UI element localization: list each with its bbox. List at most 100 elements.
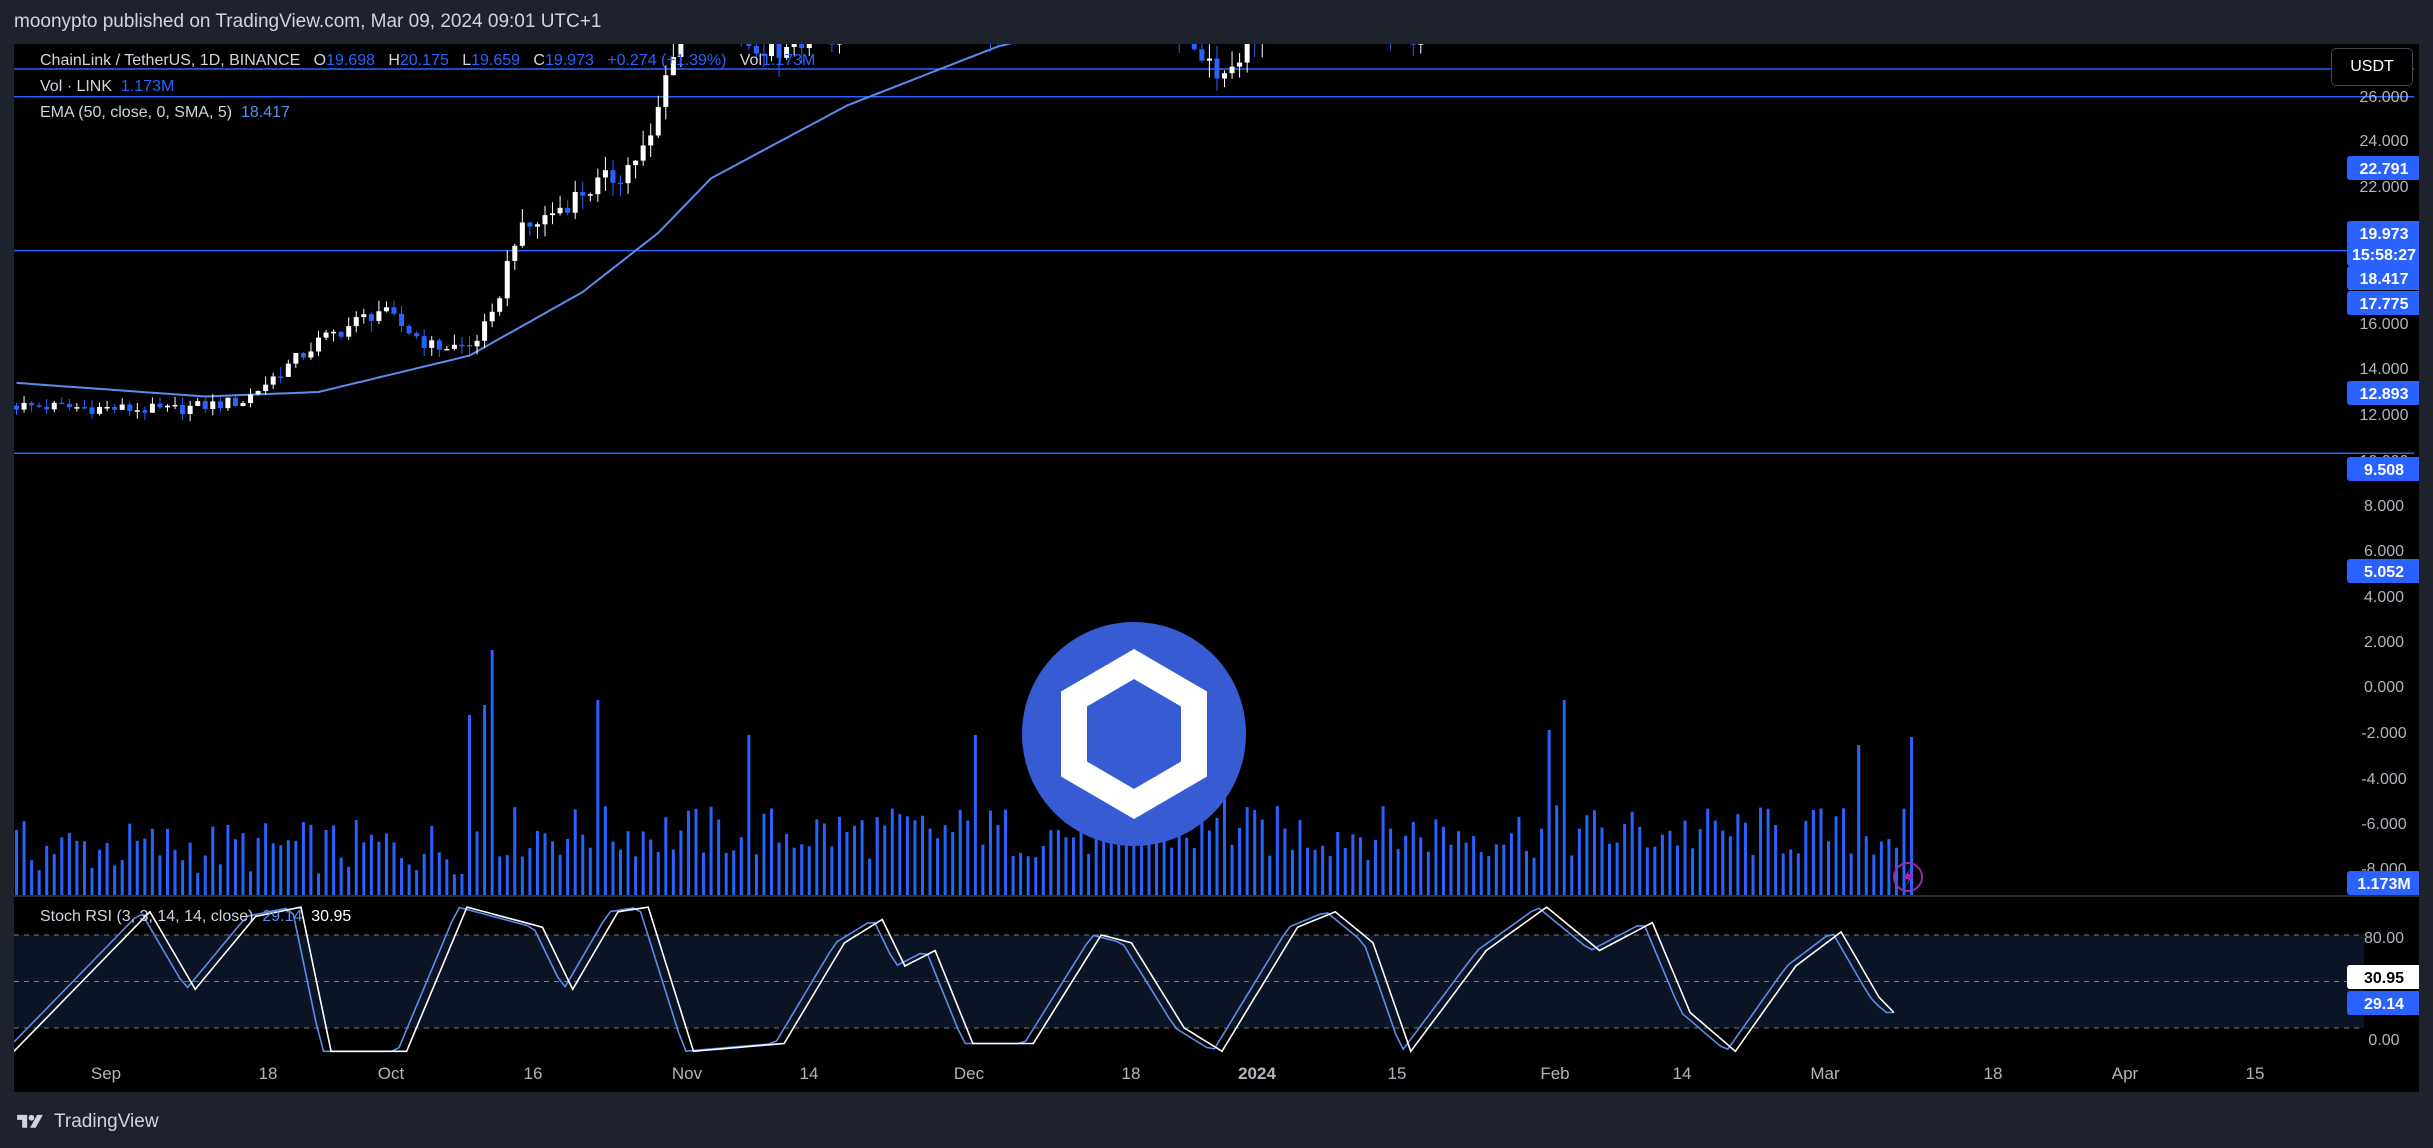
- candle[interactable]: [29, 401, 35, 413]
- candle[interactable]: [550, 202, 556, 225]
- candle[interactable]: [202, 397, 208, 413]
- candle[interactable]: [1237, 53, 1243, 78]
- candle[interactable]: [278, 367, 284, 384]
- candle[interactable]: [648, 123, 654, 158]
- candle[interactable]: [66, 398, 72, 411]
- candle[interactable]: [383, 301, 389, 313]
- candle[interactable]: [346, 317, 352, 340]
- candle[interactable]: [429, 336, 435, 356]
- candle[interactable]: [587, 192, 593, 202]
- candle[interactable]: [81, 399, 87, 409]
- candle[interactable]: [180, 397, 186, 421]
- candle[interactable]: [655, 95, 661, 138]
- candle[interactable]: [331, 329, 337, 342]
- candle[interactable]: [21, 395, 27, 413]
- candle[interactable]: [1388, 16, 1394, 50]
- candle[interactable]: [44, 399, 50, 415]
- candle[interactable]: [1222, 70, 1227, 88]
- candle[interactable]: [74, 403, 80, 412]
- candle[interactable]: [89, 400, 95, 419]
- candle[interactable]: [557, 195, 563, 216]
- candle[interactable]: [746, 28, 752, 51]
- symbol-name[interactable]: ChainLink / TetherUS, 1D, BINANCE: [40, 52, 301, 69]
- candle[interactable]: [210, 394, 216, 416]
- candle[interactable]: [217, 397, 223, 413]
- candle[interactable]: [391, 300, 397, 316]
- candle[interactable]: [225, 397, 231, 411]
- candle[interactable]: [1199, 39, 1205, 63]
- candle[interactable]: [542, 205, 548, 237]
- candle[interactable]: [436, 338, 442, 358]
- price-chart-svg[interactable]: 26.00024.00022.00020.00018.00016.00014.0…: [13, 0, 2421, 1092]
- candle[interactable]: [285, 359, 291, 378]
- candle[interactable]: [580, 181, 586, 210]
- candle[interactable]: [376, 300, 382, 324]
- candle[interactable]: [519, 209, 525, 248]
- candle[interactable]: [1176, 2, 1182, 53]
- candle[interactable]: [1214, 45, 1220, 91]
- candle[interactable]: [316, 330, 321, 357]
- candle[interactable]: [467, 336, 472, 355]
- candle[interactable]: [527, 221, 533, 236]
- candle[interactable]: [1418, 3, 1424, 54]
- candle[interactable]: [504, 250, 510, 307]
- candle[interactable]: [572, 180, 578, 220]
- candle[interactable]: [361, 308, 367, 324]
- candle[interactable]: [263, 376, 269, 395]
- candle[interactable]: [187, 400, 193, 422]
- candle[interactable]: [142, 406, 148, 420]
- candle[interactable]: [474, 334, 480, 355]
- candle[interactable]: [1229, 51, 1235, 79]
- candle[interactable]: [595, 168, 601, 202]
- candle[interactable]: [97, 402, 103, 416]
- lightning-icon[interactable]: [1893, 862, 1923, 892]
- candle[interactable]: [338, 331, 344, 340]
- candle[interactable]: [406, 323, 412, 336]
- candle[interactable]: [232, 396, 238, 407]
- candle[interactable]: [829, 22, 835, 52]
- candle[interactable]: [1259, 4, 1265, 58]
- candle[interactable]: [353, 311, 359, 333]
- candle[interactable]: [1410, 27, 1416, 56]
- candle[interactable]: [255, 390, 261, 396]
- candle[interactable]: [300, 351, 306, 360]
- candle[interactable]: [134, 402, 140, 419]
- candle[interactable]: [482, 313, 488, 349]
- candle[interactable]: [421, 329, 427, 356]
- candle[interactable]: [127, 400, 133, 417]
- candle[interactable]: [399, 306, 405, 333]
- candle[interactable]: [270, 372, 276, 390]
- stoch-rsi-d-line[interactable]: [13, 906, 1895, 1053]
- candle[interactable]: [459, 336, 465, 355]
- candle[interactable]: [497, 296, 503, 316]
- candle[interactable]: [534, 222, 540, 239]
- candle[interactable]: [640, 130, 646, 166]
- tradingview-logo[interactable]: TradingView: [14, 1111, 159, 1133]
- currency-button[interactable]: USDT: [2331, 48, 2413, 86]
- candle[interactable]: [323, 330, 329, 341]
- candle[interactable]: [157, 397, 163, 409]
- candle[interactable]: [565, 200, 571, 216]
- candle[interactable]: [59, 396, 65, 405]
- candle[interactable]: [444, 345, 450, 351]
- candle[interactable]: [14, 402, 19, 415]
- candle[interactable]: [248, 388, 254, 408]
- candle[interactable]: [489, 303, 495, 328]
- candle[interactable]: [1191, 12, 1197, 51]
- candle[interactable]: [149, 397, 155, 413]
- candle[interactable]: [414, 331, 420, 339]
- ema-line[interactable]: [16, 0, 1897, 398]
- candle[interactable]: [112, 404, 118, 413]
- candle[interactable]: [119, 398, 125, 411]
- candle[interactable]: [753, 42, 759, 61]
- candle[interactable]: [195, 397, 201, 407]
- candle[interactable]: [663, 65, 669, 120]
- candle[interactable]: [51, 400, 57, 413]
- candle[interactable]: [625, 157, 631, 194]
- candle[interactable]: [368, 312, 374, 332]
- candle[interactable]: [1206, 44, 1212, 78]
- stoch-rsi-k-line[interactable]: [13, 906, 1894, 1053]
- candle[interactable]: [633, 159, 639, 179]
- candle[interactable]: [618, 175, 623, 197]
- candle[interactable]: [836, 10, 842, 54]
